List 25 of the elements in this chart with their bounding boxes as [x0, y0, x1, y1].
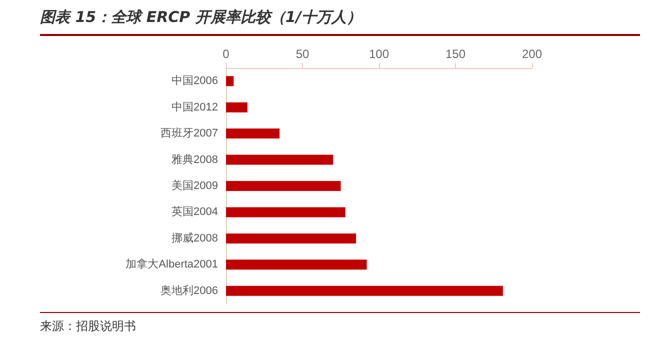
bar — [226, 102, 248, 112]
x-tick-label: 200 — [522, 47, 542, 61]
bar — [226, 260, 367, 270]
y-tick-label: 雅典2008 — [172, 152, 218, 166]
chart-title: 图表 15：全球 ERCP 开展率比较（1/十万人） — [40, 8, 362, 27]
y-tick-label: 加拿大Alberta2001 — [126, 258, 218, 271]
y-tick-label: 奥地利2006 — [160, 284, 218, 297]
source-note: 来源：招股说明书 — [40, 318, 136, 335]
y-tick-label: 中国2012 — [172, 100, 218, 114]
y-tick-label: 英国2004 — [172, 205, 218, 218]
bar — [226, 128, 280, 139]
bar — [226, 286, 503, 296]
x-tick-label: 50 — [296, 47, 310, 61]
y-tick-label: 挪威2008 — [172, 231, 218, 244]
y-tick-label: 西班牙2007 — [160, 126, 218, 140]
x-tick-label: 100 — [368, 47, 390, 61]
bar — [226, 181, 341, 191]
x-tick-label: 150 — [445, 47, 466, 61]
y-tick-label: 美国2009 — [172, 179, 218, 192]
y-tick-label: 中国2006 — [172, 74, 218, 88]
bar — [226, 207, 346, 218]
bar — [226, 76, 234, 86]
bar — [226, 154, 334, 165]
bar — [226, 233, 356, 244]
x-tick-label: 0 — [222, 47, 230, 61]
